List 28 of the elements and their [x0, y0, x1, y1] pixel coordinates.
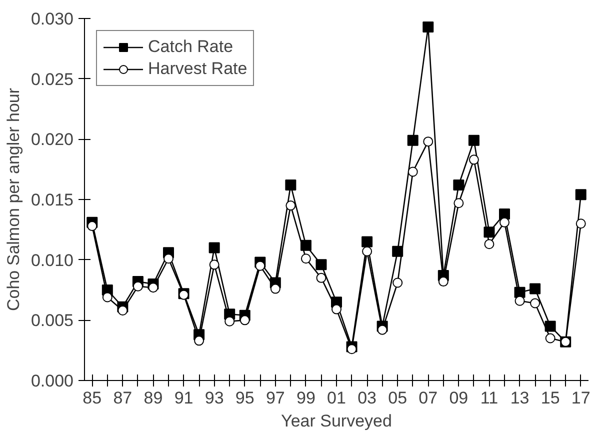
y-tick-label: 0.000 — [30, 372, 74, 390]
x-tick-label: 87 — [113, 388, 132, 408]
x-tick-label: 99 — [296, 388, 316, 408]
x-tick-label: 89 — [144, 388, 163, 408]
x-tick-label: 09 — [449, 388, 468, 408]
x-axis-title: Year Surveyed — [281, 412, 392, 430]
x-tick-label: 03 — [358, 388, 377, 408]
x-tick-label: 85 — [82, 388, 102, 408]
y-tick-label: 0.030 — [30, 10, 74, 28]
legend-label: Catch Rate — [148, 37, 234, 57]
x-tick-label: 07 — [418, 388, 438, 408]
x-tick-label: 17 — [571, 388, 590, 408]
x-tick-label: 11 — [480, 388, 498, 408]
x-tick-label: 97 — [266, 388, 285, 408]
x-tick-label: 91 — [174, 388, 194, 408]
y-tick-label: 0.005 — [30, 311, 74, 330]
y-tick-label: 0.015 — [30, 190, 74, 210]
legend-label: Harvest Rate — [148, 59, 248, 79]
x-tick-label: 95 — [235, 388, 254, 408]
x-tick-label: 93 — [204, 388, 224, 408]
x-tick-label: 05 — [388, 388, 408, 408]
y-axis-title: Coho Salmon per angler hour — [4, 88, 23, 312]
y-tick-label: 0.025 — [30, 70, 74, 89]
x-tick-label: 01 — [327, 388, 346, 408]
x-tick-label: 13 — [510, 388, 530, 408]
x-tick-label: 15 — [540, 388, 560, 408]
y-tick-label: 0.020 — [30, 130, 74, 150]
y-tick-label: 0.010 — [30, 250, 74, 270]
